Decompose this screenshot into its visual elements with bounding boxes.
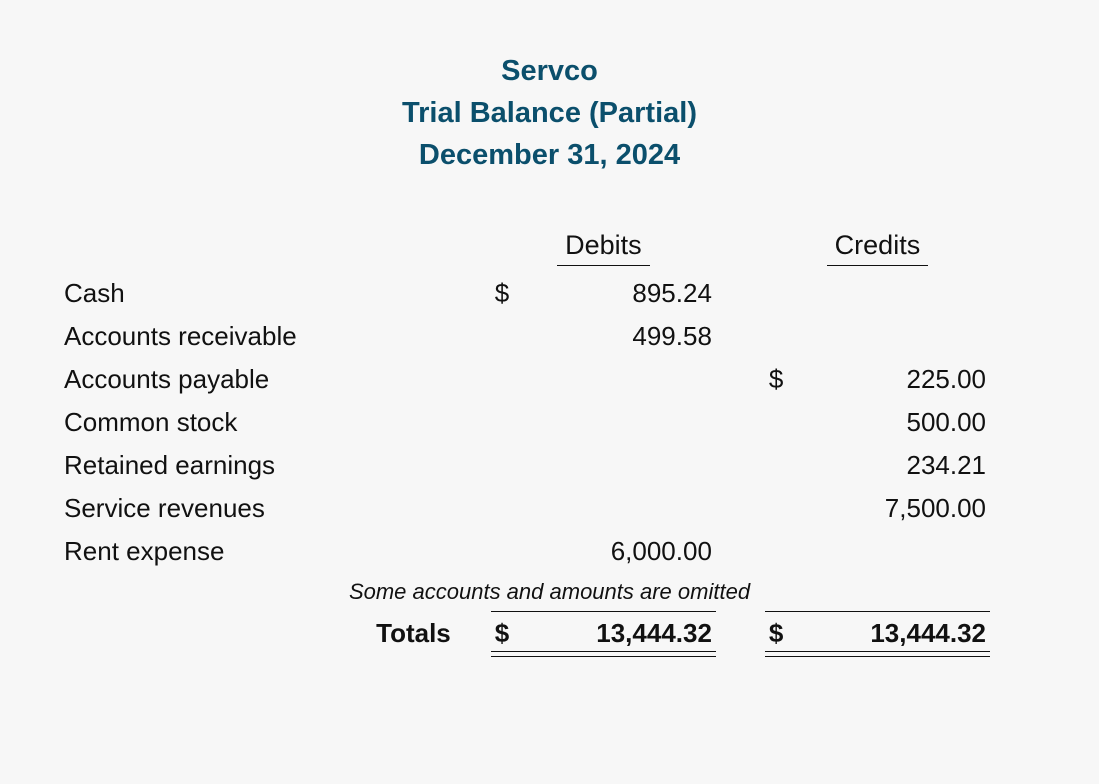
trial-balance-table: Debits Credits Cash $ 895.24 Accounts [60, 224, 1039, 655]
totals-credit-value: 13,444.32 [814, 612, 990, 656]
table-row: Rent expense 6,000.00 [60, 530, 1039, 573]
account-name: Service revenues [60, 487, 491, 530]
debit-value: 6,000.00 [540, 530, 716, 573]
debit-value [540, 401, 716, 444]
totals-debit-value: 13,444.32 [540, 612, 716, 656]
report-date: December 31, 2024 [60, 134, 1039, 176]
totals-row: Totals $ 13,444.32 $ 13,444.32 [60, 612, 1039, 656]
table-row: Accounts receivable 499.58 [60, 315, 1039, 358]
omitted-note-row: Some accounts and amounts are omitted [60, 573, 1039, 612]
account-name: Accounts receivable [60, 315, 491, 358]
table-row: Cash $ 895.24 [60, 272, 1039, 315]
table-row: Accounts payable $ 225.00 [60, 358, 1039, 401]
debit-symbol [491, 401, 540, 444]
credit-value: 225.00 [814, 358, 990, 401]
debits-header-label: Debits [557, 230, 650, 266]
credit-symbol [765, 487, 814, 530]
credit-value [814, 272, 990, 315]
debit-symbol [491, 315, 540, 358]
table-row: Retained earnings 234.21 [60, 444, 1039, 487]
column-header-row: Debits Credits [60, 224, 1039, 272]
debit-value [540, 358, 716, 401]
debit-value [540, 444, 716, 487]
table-row: Common stock 500.00 [60, 401, 1039, 444]
totals-credit-symbol: $ [765, 612, 814, 656]
credits-header-label: Credits [827, 230, 929, 266]
credit-value [814, 315, 990, 358]
debit-value: 895.24 [540, 272, 716, 315]
omitted-note: Some accounts and amounts are omitted [60, 573, 1039, 612]
account-name: Accounts payable [60, 358, 491, 401]
debit-value: 499.58 [540, 315, 716, 358]
credits-header: Credits [765, 224, 990, 272]
account-name: Retained earnings [60, 444, 491, 487]
credit-value: 7,500.00 [814, 487, 990, 530]
table-row: Service revenues 7,500.00 [60, 487, 1039, 530]
credit-symbol [765, 315, 814, 358]
credit-symbol [765, 401, 814, 444]
credit-symbol [765, 530, 814, 573]
credit-value: 234.21 [814, 444, 990, 487]
company-name: Servco [60, 50, 1039, 92]
report-name: Trial Balance (Partial) [60, 92, 1039, 134]
debit-symbol [491, 530, 540, 573]
totals-debit-symbol: $ [491, 612, 540, 656]
trial-balance-page: Servco Trial Balance (Partial) December … [0, 0, 1099, 784]
credit-value [814, 530, 990, 573]
account-name: Common stock [60, 401, 491, 444]
title-block: Servco Trial Balance (Partial) December … [60, 50, 1039, 176]
account-name: Rent expense [60, 530, 491, 573]
debit-symbol [491, 487, 540, 530]
debit-symbol: $ [491, 272, 540, 315]
debits-header: Debits [491, 224, 716, 272]
credit-value: 500.00 [814, 401, 990, 444]
debit-symbol [491, 444, 540, 487]
totals-label: Totals [60, 612, 491, 656]
credit-symbol [765, 272, 814, 315]
credit-symbol [765, 444, 814, 487]
debit-symbol [491, 358, 540, 401]
credit-symbol: $ [765, 358, 814, 401]
account-name: Cash [60, 272, 491, 315]
debit-value [540, 487, 716, 530]
